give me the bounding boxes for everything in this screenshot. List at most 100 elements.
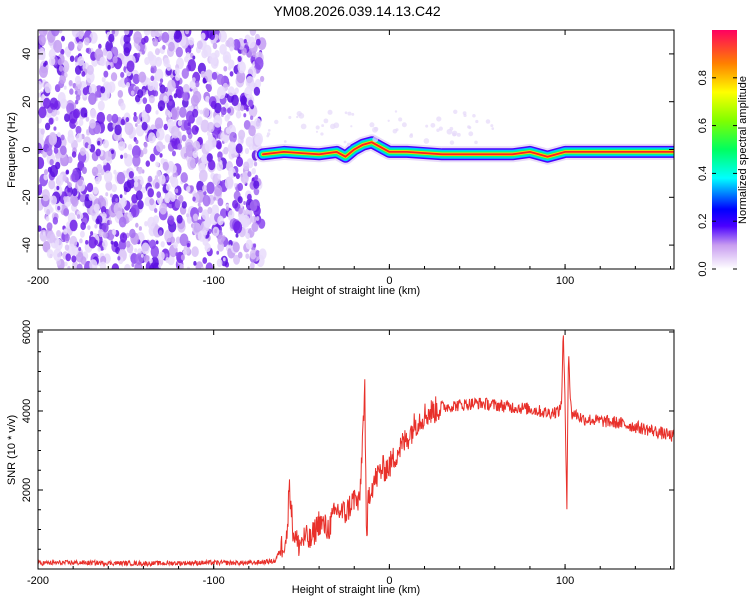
- noise-blob: [59, 74, 66, 84]
- noise-blob: [106, 50, 113, 60]
- noise-blob: [233, 254, 241, 265]
- noise-blob: [192, 55, 196, 60]
- noise-blob: [232, 199, 239, 209]
- noise-blob: [154, 208, 158, 213]
- noise-blob: [58, 65, 64, 72]
- noise-blob: [251, 167, 256, 175]
- haze-blob: [323, 118, 329, 124]
- noise-blob: [67, 265, 71, 269]
- noise-blob: [193, 260, 197, 266]
- noise-blob: [48, 117, 54, 125]
- noise-blob: [107, 64, 111, 70]
- noise-blob: [207, 206, 213, 215]
- haze-blob: [315, 130, 319, 133]
- noise-blob: [204, 242, 211, 252]
- haze-blob: [350, 125, 353, 128]
- noise-blob: [235, 156, 244, 167]
- noise-blob: [159, 153, 163, 158]
- noise-blob: [92, 186, 99, 195]
- noise-blob: [82, 87, 89, 96]
- noise-blob: [89, 119, 96, 129]
- noise-blob: [60, 48, 65, 55]
- noise-blob: [65, 253, 71, 262]
- noise-blob: [129, 228, 136, 239]
- noise-blob: [154, 117, 164, 130]
- noise-blob: [62, 65, 68, 73]
- noise-blob: [71, 188, 78, 197]
- noise-blob: [153, 90, 159, 97]
- noise-blob: [232, 39, 241, 51]
- noise-blob: [171, 150, 176, 157]
- noise-blob: [205, 95, 210, 103]
- noise-blob: [38, 156, 45, 170]
- noise-blob: [214, 184, 223, 197]
- noise-blob: [243, 201, 246, 205]
- y-tick-label: 6000: [21, 320, 33, 344]
- noise-blob: [67, 187, 71, 193]
- noise-blob: [163, 123, 169, 131]
- noise-blob: [101, 222, 109, 233]
- noise-blob: [112, 229, 117, 236]
- noise-blob: [102, 211, 106, 217]
- noise-blob: [137, 200, 144, 210]
- noise-blob: [170, 194, 176, 202]
- noise-blob: [177, 119, 183, 127]
- noise-blob: [228, 66, 231, 71]
- noise-blob: [243, 113, 247, 118]
- haze-blob: [315, 125, 320, 130]
- noise-blob: [132, 73, 140, 85]
- noise-blob: [48, 179, 56, 190]
- noise-blob: [149, 198, 155, 206]
- noise-blob: [113, 202, 123, 216]
- noise-blob: [43, 173, 49, 181]
- noise-blob: [55, 175, 64, 187]
- noise-blob: [84, 37, 90, 46]
- noise-blob: [158, 35, 163, 41]
- haze-blob: [401, 122, 407, 128]
- noise-blob: [101, 76, 106, 83]
- noise-blob: [160, 241, 165, 248]
- noise-blob: [175, 236, 181, 244]
- noise-blob: [217, 241, 225, 252]
- noise-blob: [123, 30, 130, 36]
- noise-blob: [186, 242, 190, 248]
- noise-blob: [154, 182, 160, 189]
- noise-blob: [136, 44, 141, 51]
- noise-blob: [46, 248, 54, 259]
- noise-blob: [147, 188, 154, 198]
- noise-blob: [249, 200, 258, 212]
- noise-blob: [152, 84, 158, 91]
- noise-blob: [235, 173, 240, 180]
- noise-blob: [118, 216, 127, 228]
- noise-blob: [179, 233, 189, 247]
- noise-blob: [97, 140, 101, 146]
- noise-blob: [245, 232, 250, 240]
- colorbar-tick-label: 0.4: [697, 166, 709, 181]
- noise-blob: [57, 132, 61, 138]
- noise-blob: [189, 185, 194, 192]
- haze-blob: [449, 126, 454, 131]
- noise-blob: [38, 116, 42, 124]
- noise-blob: [192, 196, 196, 202]
- haze-blob: [398, 117, 403, 122]
- noise-blob: [165, 256, 170, 264]
- noise-blob: [211, 71, 218, 80]
- noise-blob: [202, 107, 210, 118]
- noise-blob: [46, 147, 53, 157]
- noise-blob: [110, 240, 114, 245]
- x-tick-label: 0: [386, 275, 392, 287]
- noise-blob: [147, 175, 153, 183]
- noise-blob: [250, 115, 254, 121]
- noise-blob: [233, 172, 237, 177]
- noise-blob: [60, 35, 65, 42]
- noise-blob: [38, 184, 43, 192]
- noise-blob: [102, 159, 107, 166]
- noise-blob: [105, 192, 109, 197]
- noise-blob: [237, 251, 243, 259]
- noise-blob: [167, 79, 176, 93]
- noise-blob: [85, 47, 90, 54]
- noise-blob: [247, 36, 256, 49]
- noise-blob: [81, 70, 86, 77]
